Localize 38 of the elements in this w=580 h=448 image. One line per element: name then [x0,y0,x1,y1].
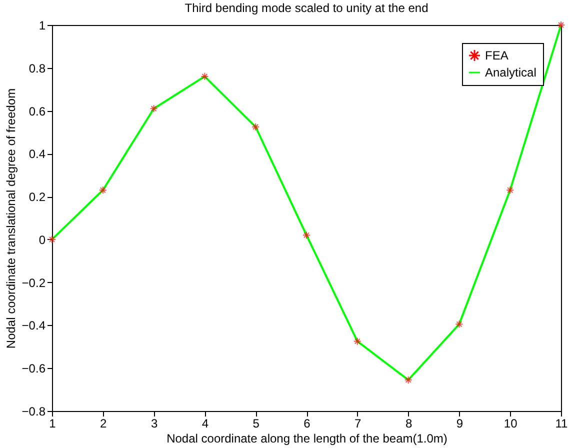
x-tick-label: 3 [150,416,158,430]
y-axis-title: Nodal coordinate translational degree of freedom [4,88,18,349]
y-tick-label: −0.4 [22,318,46,333]
y-tick-label: −0.2 [22,276,46,290]
point [556,20,566,30]
point [98,186,107,194]
point [48,235,56,244]
y-tick-label: −0.8 [22,404,46,418]
y-tick-label: −0.6 [22,362,46,376]
point [455,320,464,328]
y-tick-label: 0.6 [28,104,46,118]
x-tick-label: 1 [49,416,56,430]
chart-title: Third bending mode scaled to unity at the end [184,1,428,15]
line-series [51,24,562,381]
x-tick-label: 9 [456,416,464,430]
x-tick-label: 5 [252,416,260,430]
point [302,231,311,240]
point [200,72,209,81]
x-tick-label: 8 [405,416,412,430]
x-tick-label: 10 [504,416,518,430]
point [506,186,514,194]
point [353,337,362,346]
point [252,122,260,131]
legend-label: Analytical [485,66,536,80]
legend-label: FEA [485,48,508,62]
x-axis-title: Nodal coordinate along the length of the beam(1.0m) [166,432,448,446]
point [404,376,412,384]
x-tick-label: 6 [304,416,311,430]
y-tick-label: 0.2 [28,190,46,204]
y-tick-label: 1 [38,18,46,32]
x-tick-label: 7 [354,416,362,430]
y-tick-label: 0 [38,232,46,247]
point [150,104,158,113]
y-tick-label: 0.4 [28,147,46,162]
x-tick-label: 4 [202,416,209,430]
x-tick-label: 11 [555,416,568,430]
y-tick-label: 0.8 [28,61,46,76]
x-tick-label: 2 [100,416,108,430]
